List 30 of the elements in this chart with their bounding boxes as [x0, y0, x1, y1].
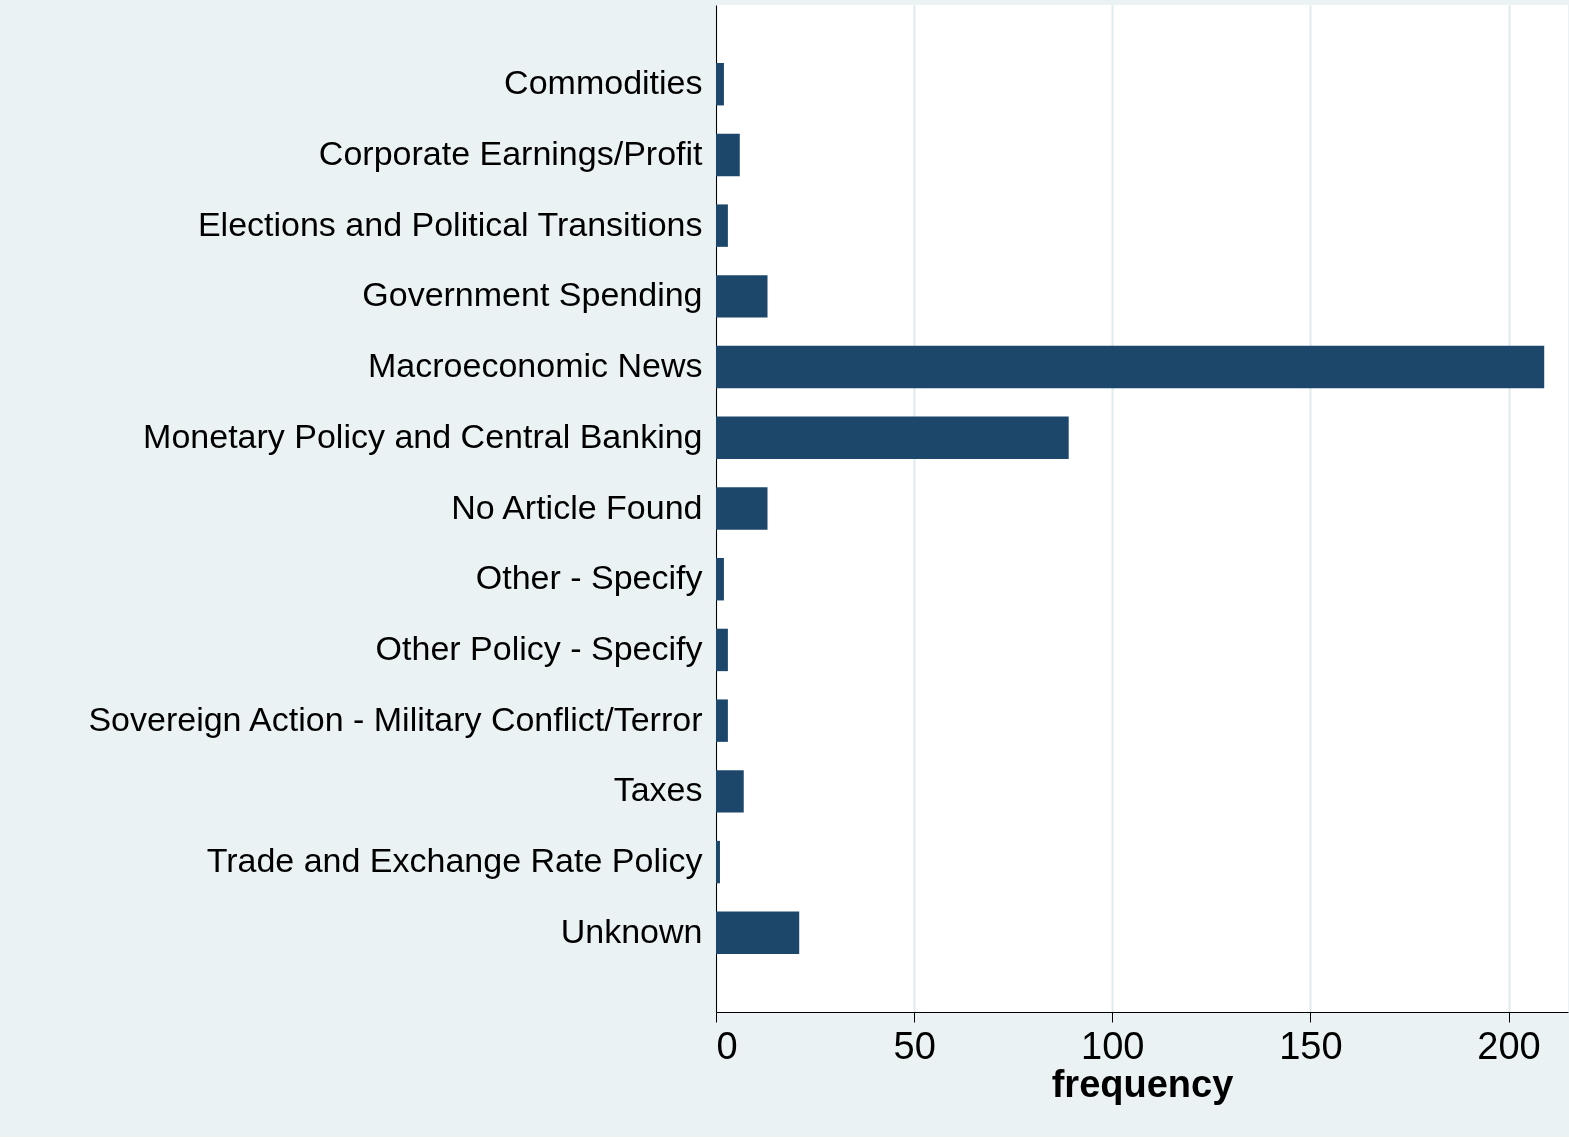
x-tick-label: 200 [1477, 1024, 1541, 1067]
bar [716, 133, 740, 177]
bar [716, 204, 728, 247]
bar [716, 62, 724, 106]
bar [716, 345, 1545, 389]
y-tick-label: Other Policy - Specify [375, 628, 703, 667]
x-tick-label: 150 [1279, 1024, 1343, 1067]
y-tick-label: Sovereign Action - Military Conflict/Terror [88, 699, 703, 738]
bar [716, 770, 744, 813]
y-tick-label: Elections and Political Transitions [197, 204, 703, 243]
y-tick-label: Taxes [613, 770, 703, 809]
bar [716, 416, 1069, 459]
y-tick-label: Unknown [560, 911, 703, 950]
bar [716, 558, 724, 601]
bar [716, 487, 768, 530]
y-tick-label: No Article Found [451, 487, 703, 526]
x-tick-label: 0 [716, 1024, 738, 1067]
y-tick-label: Monetary Policy and Central Banking [143, 416, 703, 455]
bar [716, 628, 728, 672]
y-tick-label: Trade and Exchange Rate Policy [206, 841, 703, 880]
y-tick-label: Corporate Earnings/Profit [318, 133, 704, 172]
y-tick-label: Macroeconomic News [368, 346, 703, 385]
bar [716, 699, 728, 742]
y-tick-label: Government Spending [362, 275, 703, 314]
y-tick-label: Other - Specify [475, 558, 703, 597]
bar [716, 840, 720, 884]
y-tick-label: Commodities [504, 63, 703, 102]
bar [716, 911, 800, 955]
x-tick-label: 50 [893, 1024, 936, 1067]
bar [716, 275, 768, 318]
